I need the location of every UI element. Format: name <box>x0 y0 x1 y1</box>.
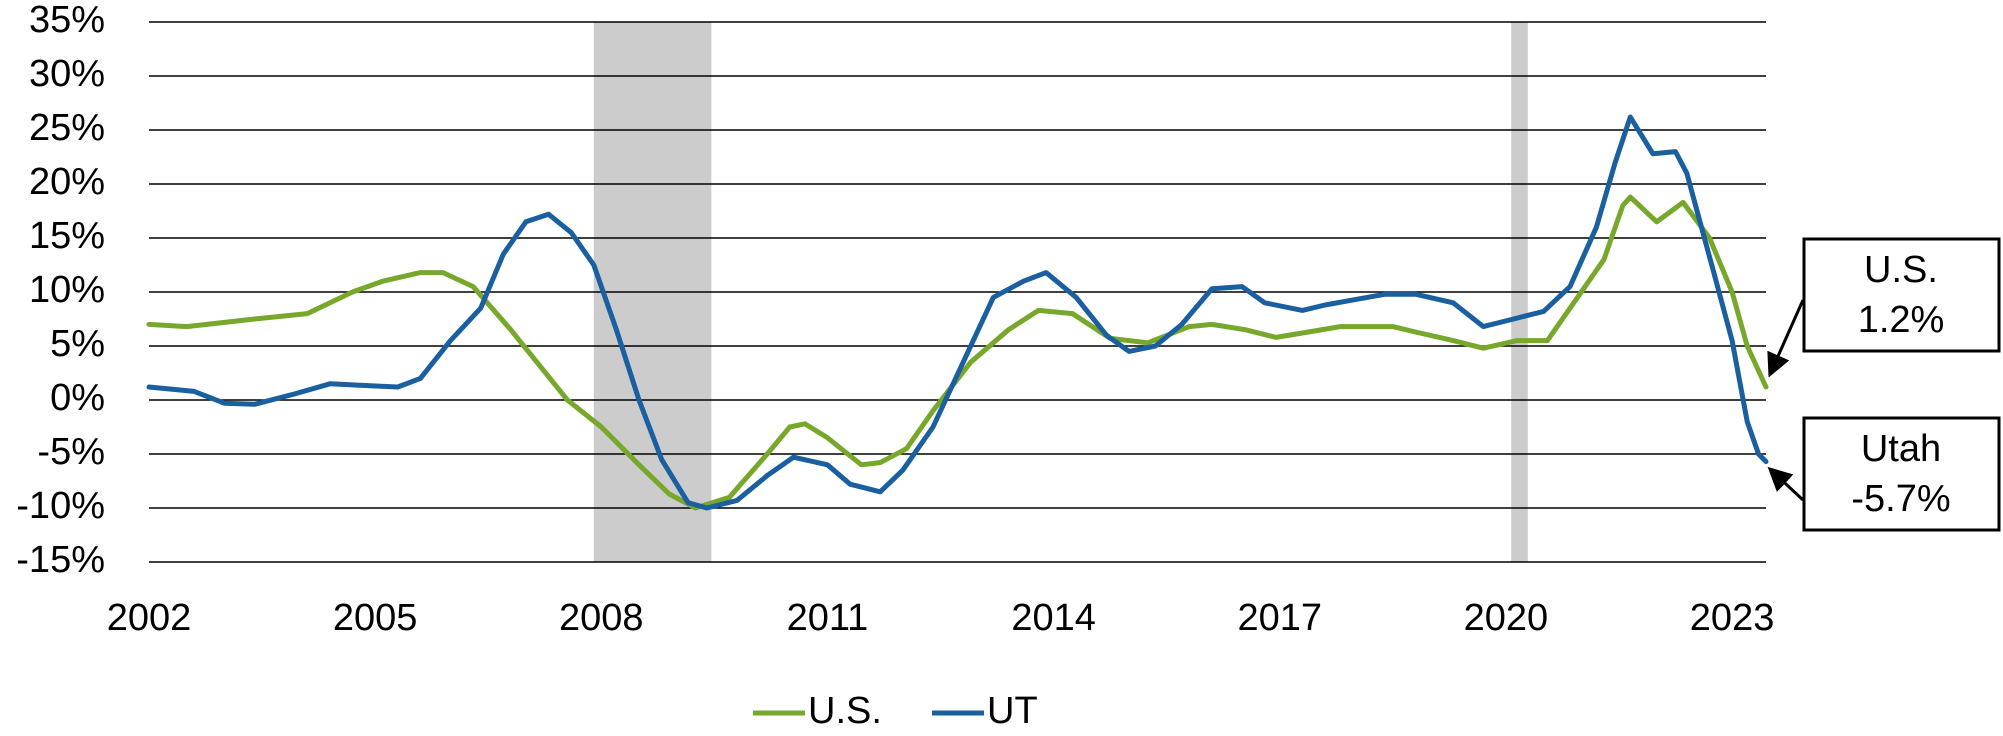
y-tick-label: -15% <box>16 539 105 581</box>
y-tick-label: -5% <box>37 431 105 473</box>
y-tick-label: 10% <box>29 269 105 311</box>
x-tick-label: 2005 <box>333 597 418 639</box>
legend: U.S. UT <box>753 690 1038 732</box>
y-tick-label: -10% <box>16 485 105 527</box>
annotation-text: Utah <box>1861 428 1941 470</box>
x-tick-label: 2002 <box>107 597 192 639</box>
grid-layer <box>149 21 1766 563</box>
x-tick-label: 2008 <box>559 597 644 639</box>
legend-label: UT <box>987 690 1038 732</box>
annotation-text: 1.2% <box>1858 299 1945 341</box>
legend-label: U.S. <box>808 690 882 732</box>
y-tick-label: 15% <box>29 215 105 257</box>
y-tick-label: 30% <box>29 53 105 95</box>
y-tick-label: 5% <box>50 323 105 365</box>
line-layer <box>146 114 1769 511</box>
annotation-box <box>1802 416 2001 532</box>
x-tick-label: 2017 <box>1237 597 1322 639</box>
annotation-box <box>1802 237 2001 353</box>
annotation-arrow <box>1767 299 1805 378</box>
x-tick-label: 2023 <box>1690 597 1775 639</box>
y-tick-label: 35% <box>29 0 105 41</box>
annotation-text: -5.7% <box>1851 478 1950 520</box>
y-tick-label: 25% <box>29 107 105 149</box>
annotation-text: U.S. <box>1864 249 1938 291</box>
x-tick-label: 2014 <box>1011 597 1096 639</box>
y-tick-label: 20% <box>29 161 105 203</box>
series-line <box>146 194 1769 511</box>
x-tick-label: 2011 <box>787 597 869 639</box>
y-tick-label: 0% <box>50 377 105 419</box>
series-line <box>146 114 1769 511</box>
x-tick-label: 2020 <box>1464 597 1549 639</box>
annotation-arrow <box>1767 466 1805 502</box>
